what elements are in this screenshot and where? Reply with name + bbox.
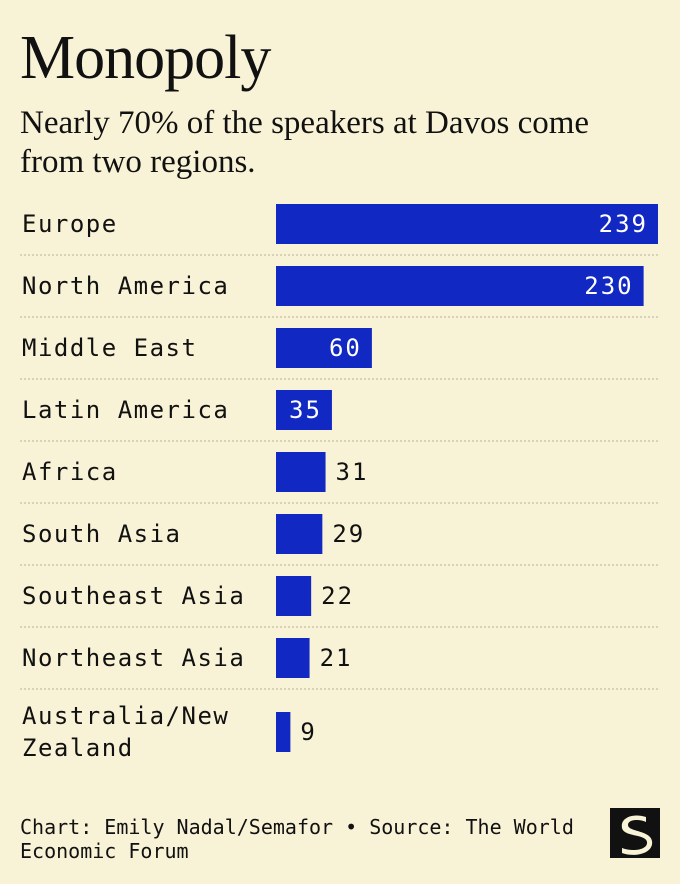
bar (276, 266, 644, 306)
bar (276, 452, 326, 492)
bar-chart: Europe 239 North America 230 Middle East 60 La… (20, 204, 658, 762)
data-label: 35 (289, 396, 322, 424)
chart-title: Monopoly (20, 24, 271, 92)
chart-subtitle: Nearly 70% of the speakers at Davos come… (20, 105, 590, 180)
category-label: Latin America (22, 396, 229, 424)
data-label: 22 (321, 582, 354, 610)
category-label: Southeast Asia (22, 582, 245, 610)
category-label: Europe (22, 210, 118, 238)
bar (276, 204, 658, 244)
data-label: 60 (329, 334, 362, 362)
data-label: 21 (320, 644, 353, 672)
chart-credit: Chart: Emily Nadal/Semafor • Source: The… (20, 815, 574, 863)
data-label: 239 (599, 210, 648, 238)
category-label: Northeast Asia (22, 644, 245, 672)
data-label: 29 (332, 520, 365, 548)
bar (276, 514, 323, 554)
bar (276, 390, 332, 430)
data-label: 31 (336, 458, 369, 486)
data-label: 230 (584, 272, 633, 300)
semafor-logo-icon (610, 808, 660, 858)
bar (276, 638, 310, 678)
data-label: 9 (300, 718, 316, 746)
category-label: Zealand (22, 734, 134, 762)
category-label: North America (22, 272, 229, 300)
category-label: Africa (22, 458, 118, 486)
bar (276, 328, 372, 368)
category-label: Middle East (22, 334, 197, 362)
bar (276, 576, 312, 616)
category-label: South Asia (22, 520, 182, 548)
bar (276, 712, 291, 752)
category-label: Australia/New (22, 702, 229, 730)
